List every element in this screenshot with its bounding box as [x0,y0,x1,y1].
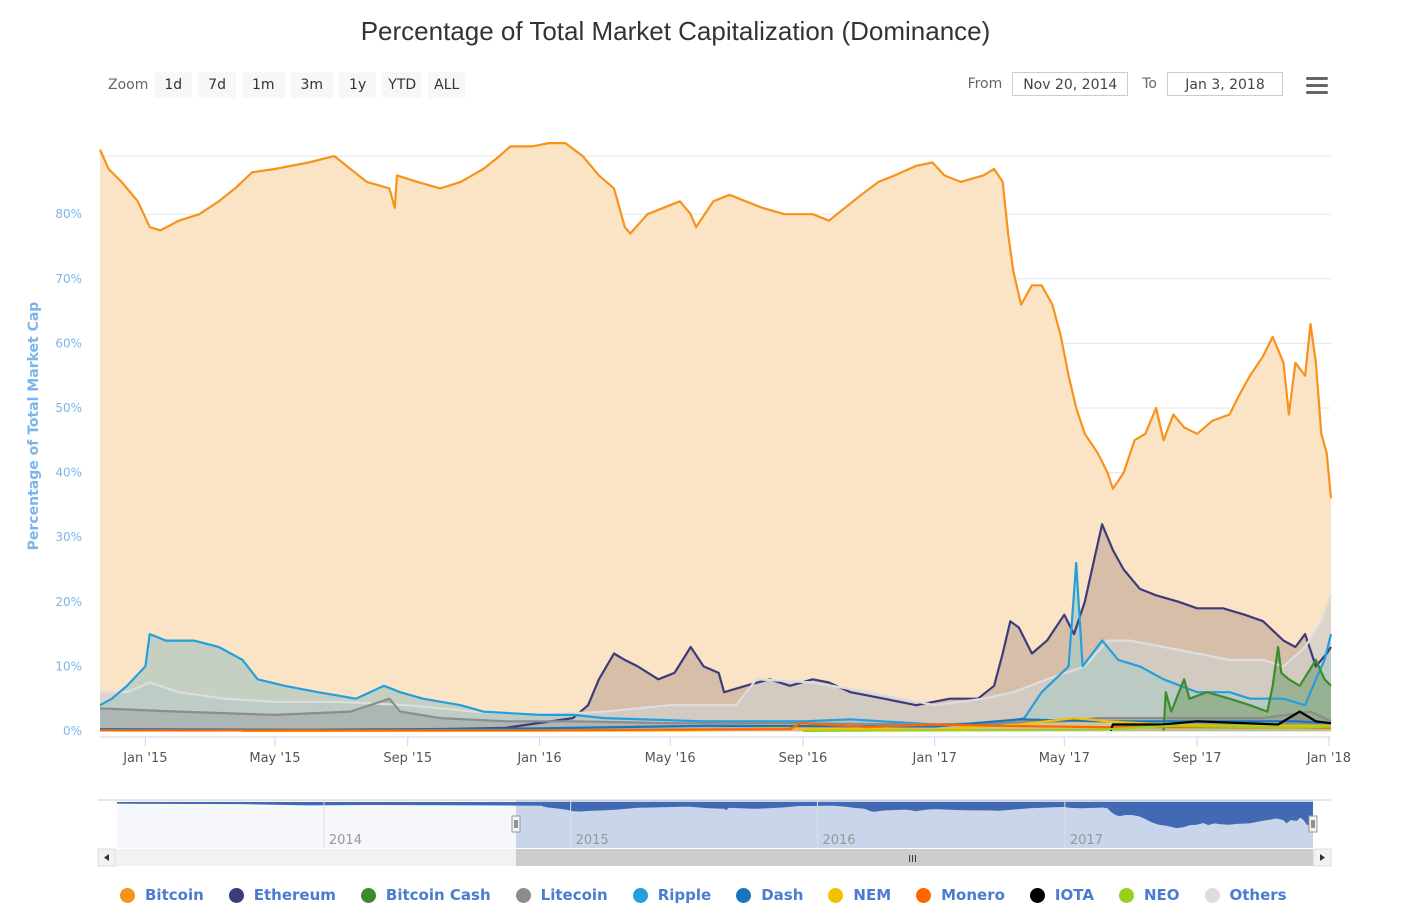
legend-marker-icon [1118,887,1134,903]
legend-item-ripple[interactable]: Ripple [632,886,712,904]
zoom-toolbar: Zoom 1d 7d 1m 3m 1y YTD ALL [108,72,471,98]
zoom-3m-button[interactable]: 3m [290,72,334,98]
area-others [100,595,1331,731]
line-others [100,594,1333,716]
y-tick-label: 50% [55,401,82,415]
legend-marker-icon [736,887,752,903]
scrollbar-grip: III [908,854,917,865]
legend-label: Dash [761,886,804,904]
y-tick-label: 60% [55,336,82,350]
legend-label: Ripple [657,886,712,904]
x-axis: Jan '15 May '15 Sep '15 Jan '16 May '16 Sep '… [100,736,1351,766]
legend-item-iota[interactable]: IOTA [1029,886,1094,904]
navigator-right-handle[interactable] [1308,815,1318,833]
line-litecoin [99,697,1332,726]
y-tick-label: 40% [55,466,82,480]
chart-area: 0% 10% 20% 30% 40% 50% 60% 70% 80% Jan '15 May '1… [26,142,1351,867]
to-date-input[interactable]: Jan 3, 2018 [1167,72,1283,96]
zoom-1d-button[interactable]: 1d [154,72,193,98]
legend-marker-icon [515,887,531,903]
scrollbar-thumb[interactable] [516,849,1313,866]
to-label: To [1142,76,1157,92]
x-tick-label: Jan '15 [122,751,167,766]
legend-item-dash[interactable]: Dash [736,886,803,904]
legend-label: Monero [941,886,1005,904]
navigator-year-label: 2016 [822,833,855,848]
from-date-input[interactable]: Nov 20, 2014 [1012,72,1129,96]
series-lines [98,142,1333,732]
area-bitcoin [100,143,1331,732]
legend-marker-icon [1204,887,1220,903]
legend-marker-icon [120,887,135,903]
legend-item-others[interactable]: Others [1204,886,1287,904]
line-dash [99,718,1332,731]
legend-marker-icon [360,887,376,903]
legend-item-ethereum[interactable]: Ethereum [228,886,336,904]
y-tick-label: 80% [55,207,82,221]
y-tick-label: 70% [55,272,82,286]
y-tick-label: 0% [63,724,82,738]
legend-item-nem[interactable]: NEM [828,886,891,904]
zoom-ytd-button[interactable]: YTD [382,72,423,98]
zoom-7d-button[interactable]: 7d [198,72,236,98]
legend-label: Bitcoin Cash [385,886,491,904]
line-bitcoin-cash [1162,645,1332,731]
legend-label: Litecoin [540,886,608,904]
x-tick-label: Jan '17 [912,751,957,766]
legend-item-neo[interactable]: NEO [1118,886,1180,904]
legend-label: Others [1229,886,1287,904]
x-tick-label: Sep '15 [383,751,432,766]
navigator: 2014 2015 2016 2017 III [97,799,1332,867]
line-neo [802,724,1332,732]
y-axis-title: Percentage of Total Market Cap [26,302,42,551]
legend-label: NEM [853,886,892,904]
navigator-series [117,802,1313,829]
legend-item-bitcoin[interactable]: Bitcoin [120,886,204,904]
y-tick-label: 10% [55,659,82,673]
line-ethereum [380,523,1332,732]
legend-item-bitcoin-cash[interactable]: Bitcoin Cash [360,886,491,904]
legend-label: NEO [1143,886,1180,904]
line-bitcoin [98,142,1333,499]
y-tick-label: 30% [55,530,82,544]
legend-label: IOTA [1054,886,1094,904]
legend-label: Ethereum [253,886,336,904]
legend-marker-icon [228,887,244,903]
legend-label: Bitcoin [145,886,204,904]
date-range-selector: From Nov 20, 2014 To Jan 3, 2018 [968,72,1283,96]
hamburger-menu-icon[interactable] [1306,77,1328,95]
x-tick-label: Sep '17 [1173,751,1222,766]
chart-title: Percentage of Total Market Capitalizatio… [360,16,991,46]
x-tick-label: May '15 [249,751,300,766]
legend-marker-icon [828,887,844,903]
from-label: From [967,76,1003,92]
navigator-year-label: 2015 [576,833,609,848]
legend-item-litecoin[interactable]: Litecoin [515,886,608,904]
navigator-year-label: 2014 [329,833,362,848]
zoom-1y-button[interactable]: 1y [339,72,377,98]
legend: Bitcoin Ethereum Bitcoin Cash Litecoin Rippl… [120,886,1312,904]
x-tick-label: May '16 [645,751,696,766]
arrow-right-icon [1320,854,1325,861]
line-iota [1109,710,1332,732]
zoom-label: Zoom [108,77,149,93]
line-ripple [99,561,1333,726]
navigator-year-label: 2017 [1070,833,1103,848]
legend-item-monero[interactable]: Monero [916,886,1005,904]
area-bitcoin-cash [1163,647,1331,731]
x-tick-label: Jan '18 [1306,751,1351,766]
legend-marker-icon [1029,887,1045,903]
legend-marker-icon [916,887,932,903]
legend-marker-icon [632,887,648,903]
x-tick-label: May '17 [1039,751,1090,766]
navigator-left-handle[interactable] [511,815,521,833]
y-axis: 0% 10% 20% 30% 40% 50% 60% 70% 80% [55,207,82,738]
x-tick-label: Sep '16 [779,751,828,766]
y-tick-label: 20% [55,595,82,609]
x-tick-label: Jan '16 [516,751,561,766]
zoom-all-button[interactable]: ALL [428,72,466,98]
zoom-1m-button[interactable]: 1m [241,72,285,98]
arrow-left-icon [104,854,109,861]
